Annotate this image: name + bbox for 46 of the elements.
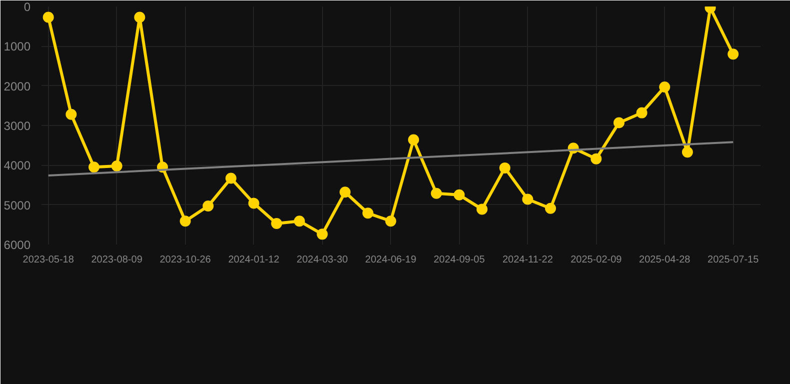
point [430, 188, 442, 199]
y-tick-label: 6000 [4, 238, 31, 252]
y-tick-label: 2000 [4, 79, 31, 94]
point [545, 202, 556, 214]
point [88, 162, 100, 173]
y-tick-label: 5000 [4, 198, 31, 212]
point [316, 228, 328, 240]
point [248, 198, 260, 209]
x-tick-label: 2024-06-19 [365, 254, 417, 266]
point [682, 146, 693, 158]
point [294, 216, 305, 227]
y-tick-label: 3000 [4, 119, 31, 133]
x-tick-label: 2025-04-28 [639, 254, 691, 266]
x-tick-label: 2025-02-09 [570, 254, 622, 266]
point [408, 134, 420, 146]
point [134, 12, 146, 23]
point [454, 189, 465, 200]
point [659, 82, 670, 93]
y-tick-label: 1000 [4, 40, 31, 54]
point [613, 117, 624, 128]
x-tick-label: 2024-01-12 [228, 254, 280, 266]
point [340, 186, 351, 198]
point [111, 160, 122, 172]
point [180, 216, 191, 227]
x-tick-label: 2024-11-22 [502, 254, 554, 266]
point [522, 194, 534, 205]
point [476, 204, 488, 215]
point [202, 200, 214, 212]
x-tick-label: 2024-09-05 [434, 254, 486, 266]
y-tick-label: 4000 [4, 158, 31, 173]
point [385, 216, 396, 227]
point [636, 107, 648, 118]
y-tick-label: 0 [24, 0, 31, 14]
x-tick-label: 2023-08-09 [91, 254, 143, 266]
point [728, 48, 739, 60]
x-tick-label: 2025-07-15 [708, 254, 760, 266]
point [66, 108, 77, 120]
point [590, 153, 602, 164]
x-tick-label: 2023-10-26 [160, 254, 212, 266]
point [225, 172, 236, 184]
point [362, 208, 374, 219]
point [42, 12, 54, 23]
x-tick-label: 2023-05-18 [22, 254, 74, 266]
point [499, 162, 510, 174]
x-tick-label: 2024-03-30 [296, 254, 348, 266]
point [271, 218, 282, 229]
